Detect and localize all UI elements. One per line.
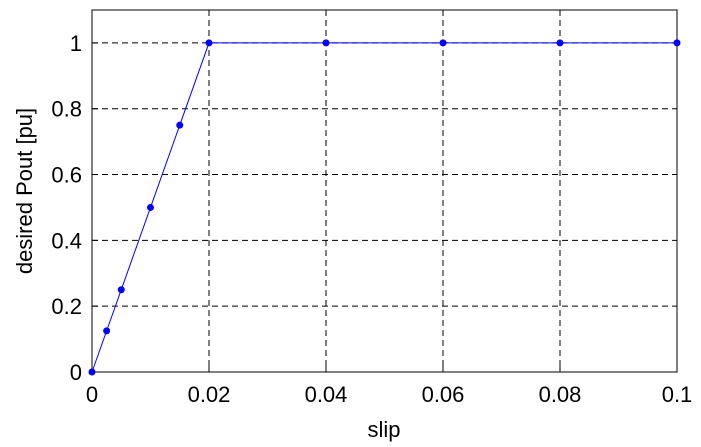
data-point: [205, 39, 213, 47]
y-tick-label: 0.2: [51, 294, 82, 319]
x-tick-label: 0.06: [422, 382, 465, 407]
x-tick-label: 0.1: [662, 382, 693, 407]
data-point: [673, 39, 681, 47]
data-point: [556, 39, 564, 47]
x-tick-label: 0.04: [305, 382, 348, 407]
x-axis-label: slip: [367, 417, 400, 442]
data-line: [91, 42, 677, 373]
x-tick-label: 0: [86, 382, 98, 407]
data-point: [176, 121, 184, 129]
y-axis-label: desired Pout [pu]: [12, 108, 37, 274]
plot-frame: [91, 9, 678, 373]
data-point: [117, 286, 125, 294]
data-point: [322, 39, 330, 47]
data-point: [103, 327, 111, 335]
data-point: [88, 368, 96, 376]
y-tick-label: 1: [70, 31, 82, 56]
data-point: [439, 39, 447, 47]
y-tick-label: 0.4: [51, 228, 82, 253]
x-tick-label: 0.08: [539, 382, 582, 407]
y-tick-label: 0.6: [51, 163, 82, 188]
y-tick-label: 0.8: [51, 97, 82, 122]
y-tick-label: 0: [70, 360, 82, 385]
x-tick-label: 0.02: [188, 382, 231, 407]
data-point: [147, 203, 154, 211]
